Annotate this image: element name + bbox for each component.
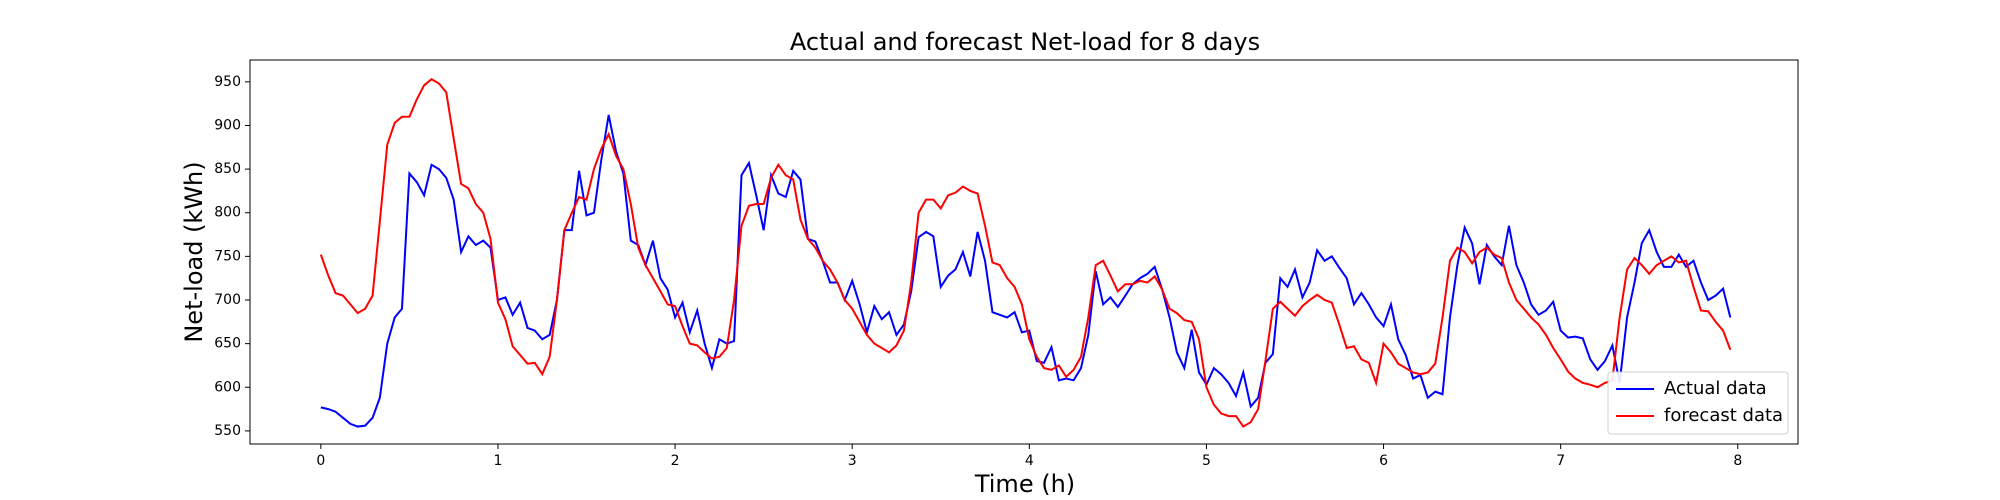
x-tick-label: 8	[1733, 453, 1742, 469]
y-tick-label: 750	[214, 248, 241, 264]
chart-title: Actual and forecast Net-load for 8 days	[790, 28, 1260, 56]
x-tick-label: 5	[1202, 453, 1211, 469]
plot-frame	[249, 59, 1799, 445]
legend-label: forecast data	[1664, 405, 1783, 426]
y-tick-label: 850	[214, 161, 241, 177]
x-tick-label: 3	[848, 453, 857, 469]
y-tick-label: 600	[214, 379, 241, 395]
legend-label: Actual data	[1664, 378, 1767, 399]
x-tick-label: 2	[671, 453, 680, 469]
x-tick-label: 4	[1025, 453, 1034, 469]
x-tick-label: 6	[1379, 453, 1388, 469]
data-line	[319, 77, 1732, 428]
data-line	[320, 114, 1732, 428]
x-tick-label: 1	[494, 453, 503, 469]
legend-box	[1607, 371, 1789, 435]
y-tick-label: 550	[214, 423, 241, 439]
y-tick-label: 800	[214, 205, 241, 221]
x-tick-label: 0	[316, 453, 325, 469]
y-tick-label: 700	[214, 292, 241, 308]
x-tick-label: 7	[1556, 453, 1565, 469]
y-tick-label: 650	[214, 336, 241, 352]
y-axis-label: Net-load (kWh)	[180, 161, 208, 342]
y-tick-label: 900	[214, 117, 241, 133]
x-axis-label: Time (h)	[974, 470, 1075, 498]
y-tick-label: 950	[214, 74, 241, 90]
